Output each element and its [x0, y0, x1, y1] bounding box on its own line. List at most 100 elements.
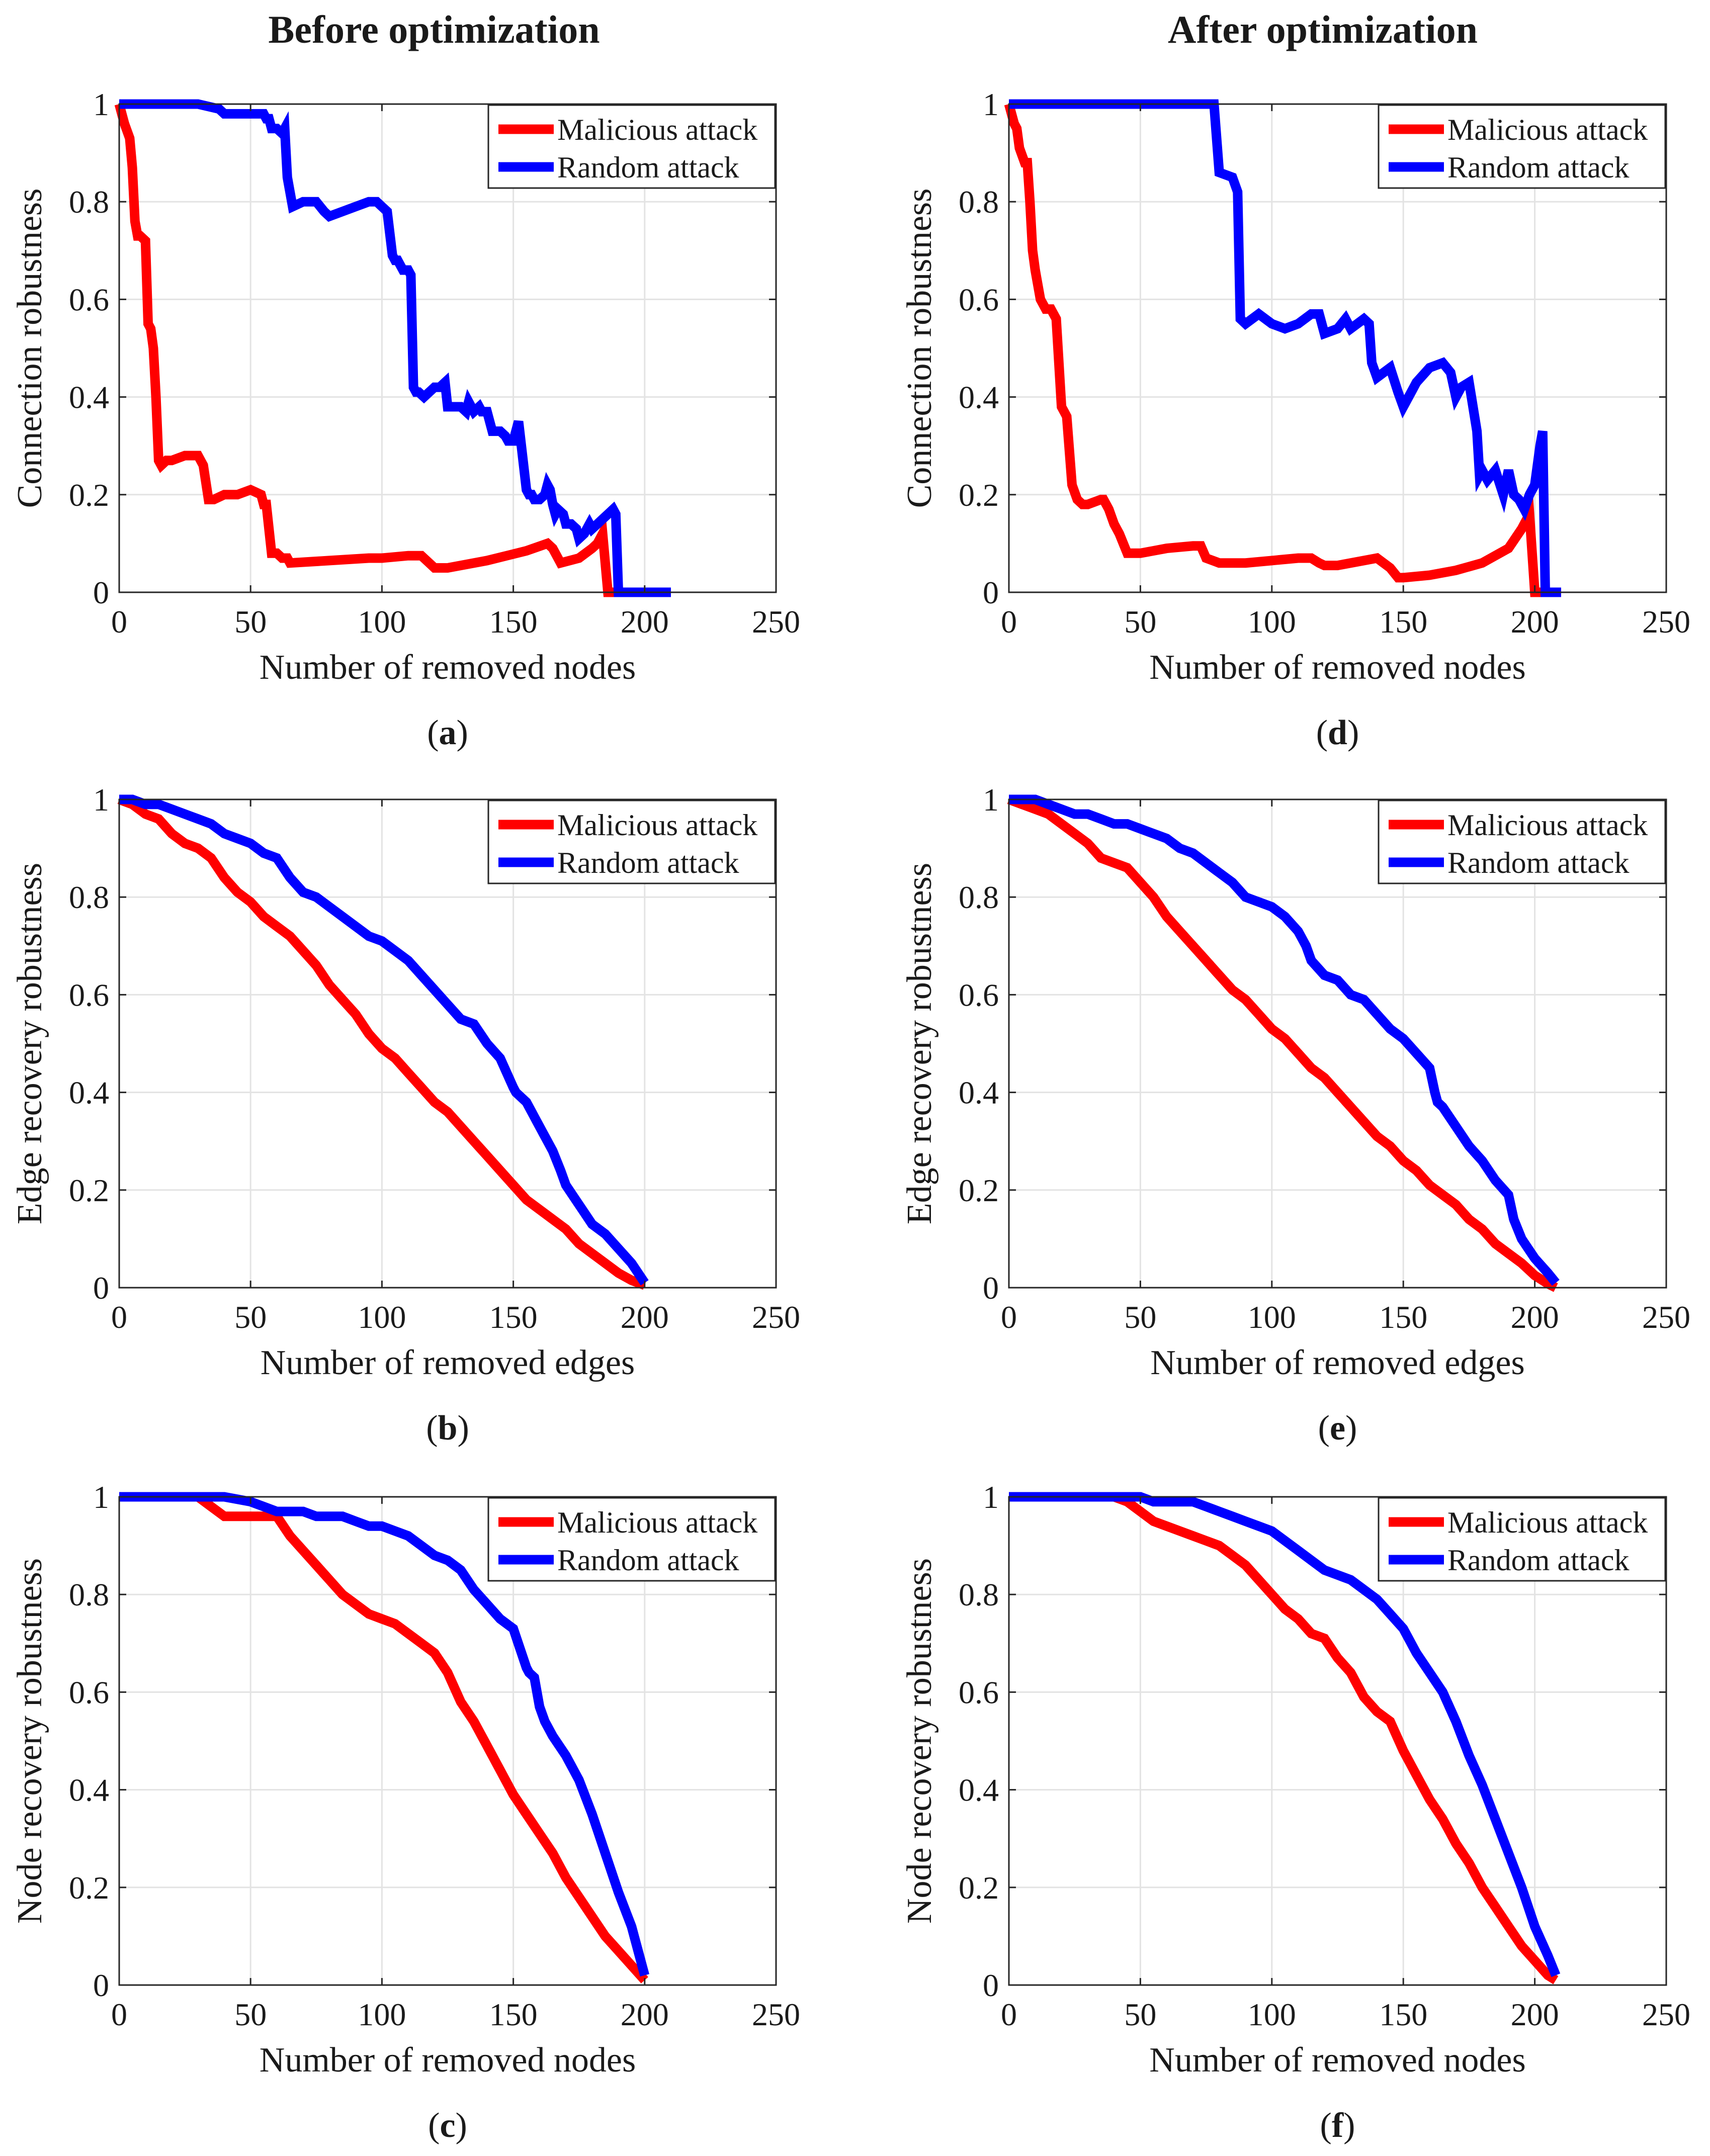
legend: Malicious attack Random attack [1378, 799, 1666, 884]
y-tick-label: 0.6 [959, 977, 999, 1013]
y-tick-label: 0.6 [959, 282, 999, 317]
legend-box [487, 1497, 776, 1582]
y-tick-label: 0.6 [69, 977, 109, 1013]
x-axis-label: Number of removed nodes [260, 648, 636, 687]
y-tick-label: 1 [983, 1479, 999, 1515]
x-tick-label: 150 [489, 1997, 538, 2032]
y-tick-label: 0.2 [959, 1870, 999, 1906]
legend: Malicious attack Random attack [487, 799, 776, 884]
y-tick-label: 0 [93, 1967, 109, 2003]
axes-box [1008, 1496, 1667, 1986]
panel-label: (d) [1316, 713, 1359, 752]
x-tick-label: 100 [1248, 604, 1296, 640]
legend-label-malicious-attack: Malicious attack [1447, 809, 1648, 842]
chart-d: 0 50 100 150 200 250 0 0.2 0.4 0.6 0.8 1 Number of r… [900, 86, 1690, 752]
x-tick-label: 150 [1379, 604, 1427, 640]
legend-label-random-attack: Random attack [557, 846, 739, 879]
y-tick-label: 0.2 [959, 1173, 999, 1208]
legend-label-malicious-attack: Malicious attack [1447, 113, 1648, 146]
x-tick-label: 250 [1642, 1997, 1690, 2032]
panel-label: (f) [1320, 2106, 1355, 2145]
y-axis-label: Connection robustness [900, 189, 939, 508]
y-tick-label: 1 [983, 86, 999, 122]
axes-box [118, 1496, 777, 1986]
x-tick-label: 200 [621, 1997, 669, 2032]
panel-letter: c [440, 2106, 455, 2145]
column-title-after: After optimization [1168, 8, 1478, 51]
legend-box [1378, 1497, 1666, 1582]
y-axis-label: Edge recovery robustness [900, 863, 939, 1224]
legend: Malicious attack Random attack [487, 104, 776, 189]
x-tick-label: 50 [1124, 604, 1156, 640]
y-axis-label: Edge recovery robustness [11, 863, 49, 1224]
y-tick-label: 0.4 [69, 1772, 109, 1808]
y-tick-label: 0.4 [959, 1075, 999, 1111]
y-axis-label: Node recovery robustness [900, 1558, 939, 1924]
x-tick-label: 150 [489, 604, 538, 640]
panel-label: (c) [428, 2106, 467, 2145]
y-tick-label: 0.2 [69, 1870, 109, 1906]
y-axis-label: Connection robustness [11, 189, 49, 508]
x-tick-label: 0 [1001, 1299, 1017, 1335]
x-tick-label: 250 [752, 1299, 800, 1335]
x-tick-label: 100 [1248, 1299, 1296, 1335]
legend-label-random-attack: Random attack [557, 1544, 739, 1577]
x-tick-label: 150 [489, 1299, 538, 1335]
x-tick-label: 200 [621, 604, 669, 640]
series-line-random-attack [119, 99, 671, 597]
series-line-malicious-attack [1004, 103, 1561, 597]
x-tick-label: 200 [1511, 604, 1559, 640]
legend-label-random-attack: Random attack [557, 151, 739, 184]
y-tick-label: 0 [983, 1270, 999, 1306]
x-tick-label: 0 [1001, 604, 1017, 640]
x-axis-label: Number of removed nodes [1149, 648, 1525, 687]
series-line-malicious-attack [1009, 1492, 1559, 1985]
y-tick-label: 0.6 [959, 1674, 999, 1710]
y-tick-label: 0.4 [69, 380, 109, 415]
x-tick-label: 200 [1511, 1997, 1559, 2032]
panel-letter: d [1328, 713, 1347, 752]
x-tick-label: 50 [1124, 1997, 1156, 2032]
y-tick-label: 0.4 [959, 1772, 999, 1808]
series-line-random-attack [1009, 99, 1561, 597]
y-tick-label: 0.8 [959, 184, 999, 220]
legend: Malicious attack Random attack [1378, 104, 1666, 189]
x-axis-label: Number of removed edges [1150, 1343, 1524, 1382]
chart-e: 0 50 100 150 200 250 0 0.2 0.4 0.6 0.8 1 Number of r… [900, 782, 1690, 1448]
chart-b: 0 50 100 150 200 250 0 0.2 0.4 0.6 0.8 1 Number of r… [11, 782, 800, 1448]
axes-box [118, 798, 777, 1289]
legend-box [1378, 104, 1666, 189]
legend-label-random-attack: Random attack [1447, 1544, 1630, 1577]
y-tick-label: 0.8 [69, 184, 109, 220]
legend-label-malicious-attack: Malicious attack [1447, 1506, 1648, 1539]
x-tick-label: 100 [358, 1299, 406, 1335]
y-tick-label: 0.2 [69, 477, 109, 513]
panel-letter: f [1332, 2106, 1344, 2145]
y-tick-label: 1 [93, 86, 109, 122]
axes-box [1008, 103, 1667, 593]
series-line-malicious-attack [114, 103, 645, 597]
x-tick-label: 200 [1511, 1299, 1559, 1335]
y-tick-label: 0.8 [69, 879, 109, 915]
y-tick-label: 0.8 [69, 1577, 109, 1612]
series-line-malicious-attack [117, 795, 647, 1290]
panel-letter: e [1330, 1409, 1345, 1448]
y-tick-label: 0 [983, 1967, 999, 2003]
x-tick-label: 250 [1642, 604, 1690, 640]
y-tick-label: 0.6 [69, 282, 109, 317]
x-tick-label: 0 [111, 1997, 127, 2032]
legend-label-random-attack: Random attack [1447, 151, 1630, 184]
legend-label-malicious-attack: Malicious attack [557, 113, 757, 146]
legend: Malicious attack Random attack [487, 1497, 776, 1582]
x-tick-label: 50 [234, 1299, 267, 1335]
y-tick-label: 1 [93, 1479, 109, 1515]
legend-label-random-attack: Random attack [1447, 846, 1630, 879]
axes-box [1008, 798, 1667, 1289]
series-line-random-attack [119, 1492, 649, 1977]
y-tick-label: 0 [983, 575, 999, 610]
x-tick-label: 50 [1124, 1299, 1156, 1335]
legend-box [487, 104, 776, 189]
panel-label: (e) [1318, 1409, 1357, 1448]
